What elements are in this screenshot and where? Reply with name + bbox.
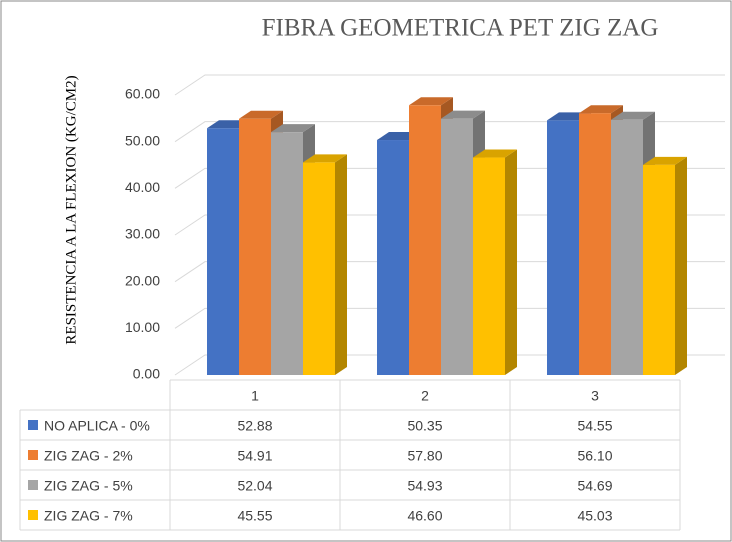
bar-side: [335, 154, 347, 375]
bar: [643, 156, 687, 375]
bar-front: [409, 105, 441, 376]
table-value: 52.04: [237, 478, 272, 494]
table-value: 57.80: [407, 448, 442, 464]
table-value: 50.35: [407, 418, 442, 434]
legend-label: NO APLICA - 0%: [44, 418, 150, 434]
chart-title: FIBRA GEOMETRICA PET ZIG ZAG: [262, 15, 659, 42]
table-value: 54.69: [577, 478, 612, 494]
bar-front: [303, 162, 335, 375]
bar-front: [377, 140, 409, 375]
y-tick-label: 40.00: [125, 179, 160, 195]
bar-front: [271, 132, 303, 375]
legend-swatch: [28, 450, 38, 460]
table-value: 52.88: [237, 418, 272, 434]
x-tick-label: 3: [591, 388, 599, 404]
legend-swatch: [28, 420, 38, 430]
table-value: 54.55: [577, 418, 612, 434]
y-axis-label: RESISTENCIA A LA FLEXION (KG/CM2): [63, 75, 79, 344]
legend-label: ZIG ZAG - 5%: [44, 478, 133, 494]
bar-top: [303, 154, 347, 163]
table-value: 54.93: [407, 478, 442, 494]
bar-top: [473, 149, 517, 158]
table-value: 45.03: [577, 508, 612, 524]
y-tick-label: 50.00: [125, 132, 160, 148]
bar-top: [239, 110, 283, 119]
bar-top: [271, 124, 315, 133]
y-tick-label: 60.00: [125, 86, 160, 102]
x-tick-label: 1: [251, 388, 259, 404]
bar-front: [207, 128, 239, 375]
bar-front: [473, 157, 505, 375]
table-value: 56.10: [577, 448, 612, 464]
bar-top: [579, 105, 623, 114]
bar-top: [611, 111, 655, 120]
x-tick-label: 2: [421, 388, 429, 404]
bar-front: [611, 119, 643, 375]
table-value: 45.55: [237, 508, 272, 524]
bar-front: [643, 164, 675, 375]
y-tick-label: 30.00: [125, 226, 160, 242]
bar-side: [675, 156, 687, 375]
y-tick-label: 20.00: [125, 272, 160, 288]
bar-side: [505, 149, 517, 375]
bar: [473, 149, 517, 375]
legend-swatch: [28, 480, 38, 490]
bar: [303, 154, 347, 375]
bar-top: [643, 156, 687, 165]
legend-label: ZIG ZAG - 2%: [44, 448, 133, 464]
bar-front: [579, 113, 611, 375]
bar-front: [441, 118, 473, 375]
bar-front: [547, 120, 579, 375]
legend-swatch: [28, 510, 38, 520]
table-value: 46.60: [407, 508, 442, 524]
table-value: 54.91: [237, 448, 272, 464]
bar-top: [409, 97, 453, 106]
y-tick-label: 0.00: [133, 366, 160, 382]
y-tick-label: 10.00: [125, 319, 160, 335]
bar-top: [441, 110, 485, 119]
legend-label: ZIG ZAG - 7%: [44, 508, 133, 524]
bar-front: [239, 118, 271, 376]
grid-line: [174, 74, 725, 96]
